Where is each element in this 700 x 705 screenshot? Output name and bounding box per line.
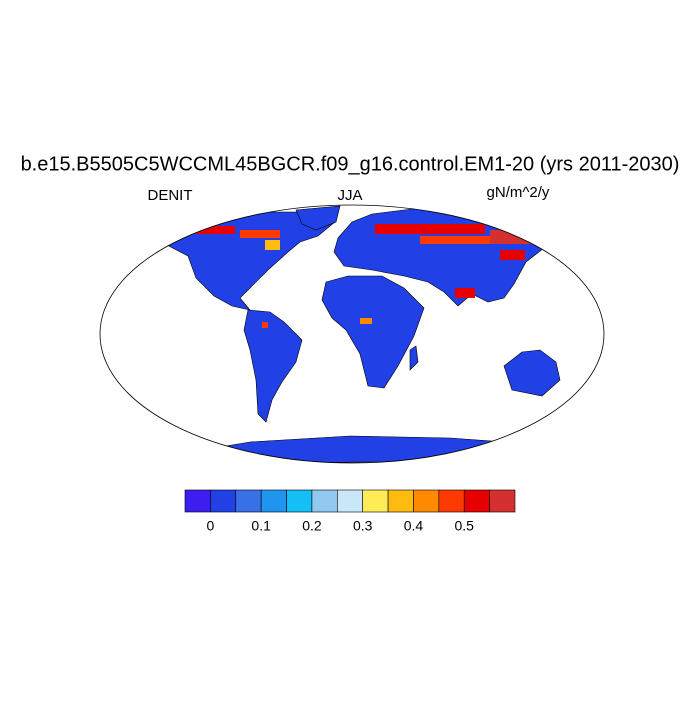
right-label: gN/m^2/y bbox=[487, 184, 550, 201]
africa bbox=[321, 275, 425, 389]
colorbar-label: 0.4 bbox=[404, 518, 424, 534]
patch bbox=[265, 240, 280, 250]
patch bbox=[360, 318, 372, 324]
greenland bbox=[295, 205, 341, 231]
colorbar-label: 0.5 bbox=[454, 518, 474, 534]
colorbar-box bbox=[311, 489, 338, 513]
madagascar bbox=[409, 345, 419, 371]
colorbar-box bbox=[362, 489, 389, 513]
colorbar-box bbox=[184, 489, 211, 513]
left-label: DENIT bbox=[148, 187, 193, 204]
colorbar-label: 0.3 bbox=[353, 518, 373, 534]
center-label: JJA bbox=[337, 187, 362, 204]
patch bbox=[175, 226, 235, 234]
colorbar-label: 0.1 bbox=[251, 518, 271, 534]
patch bbox=[420, 236, 490, 244]
colorbar-box bbox=[463, 489, 490, 513]
colorbar-box bbox=[413, 489, 440, 513]
colorbar-label: 0 bbox=[206, 518, 214, 534]
colorbar-box bbox=[387, 489, 414, 513]
colorbar-label: 0.2 bbox=[302, 518, 322, 534]
patch bbox=[262, 322, 268, 328]
colorbar-box bbox=[337, 489, 363, 513]
colorbar-box bbox=[210, 489, 237, 513]
south-america bbox=[243, 309, 303, 423]
patch bbox=[500, 250, 525, 260]
colorbar-box bbox=[286, 489, 313, 513]
map-title: b.e15.B5505C5WCCML45BGCR.f09_g16.control… bbox=[21, 153, 680, 175]
colorbar-box bbox=[438, 489, 465, 513]
colorbar-box bbox=[489, 489, 516, 513]
colorbar-box bbox=[235, 489, 262, 513]
patch bbox=[240, 230, 280, 238]
patch bbox=[455, 288, 475, 298]
australia bbox=[503, 349, 561, 397]
colorbar: 0 0.1 0.2 0.3 0.4 0.5 bbox=[184, 489, 516, 534]
colorbar-box bbox=[260, 489, 287, 513]
map-land bbox=[149, 205, 562, 463]
patch bbox=[375, 224, 485, 234]
map-outline bbox=[99, 204, 605, 464]
